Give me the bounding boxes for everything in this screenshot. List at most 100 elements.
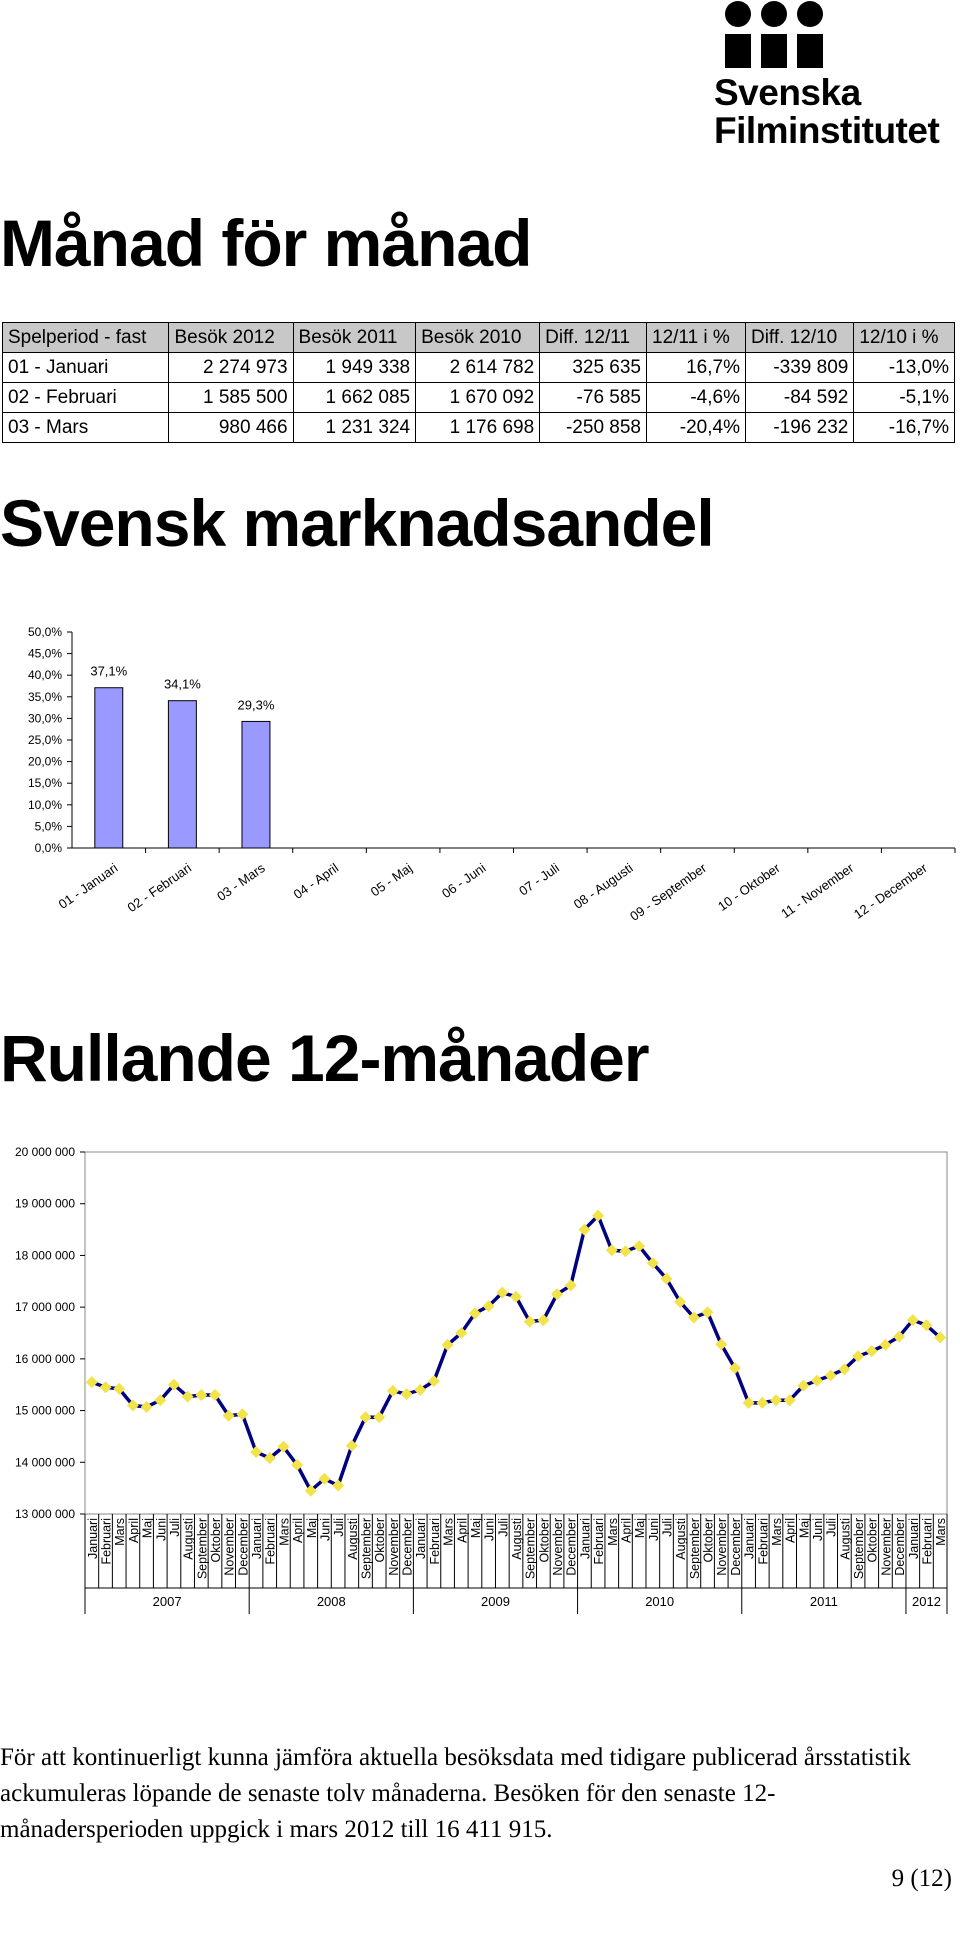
x-tick-label: Januari [250, 1518, 264, 1559]
x-tick-label: Juli [168, 1518, 182, 1537]
y-tick-label: 40,0% [28, 668, 62, 682]
table-cell: 1 176 698 [415, 412, 541, 443]
table-cell: 2 274 973 [168, 352, 294, 383]
table-cell: 1 670 092 [415, 382, 541, 413]
x-tick-label: April [291, 1518, 305, 1543]
marker [797, 1379, 810, 1392]
x-tick-label: Juli [661, 1518, 675, 1537]
x-tick-label: Mars [442, 1518, 456, 1546]
x-tick-label: Januari [743, 1518, 757, 1559]
marker [99, 1381, 112, 1394]
x-tick-label: April [784, 1518, 798, 1543]
marker [386, 1384, 399, 1397]
table-cell: 2 614 782 [415, 352, 541, 383]
x-tick-label: Januari [907, 1518, 921, 1559]
bar [167, 700, 197, 849]
table-cell: 1 585 500 [168, 382, 294, 413]
x-tick-label: Augusti [510, 1518, 524, 1560]
x-tick-label: November [715, 1518, 729, 1576]
bar [241, 720, 271, 849]
x-tick-label: Februari [592, 1518, 606, 1565]
y-tick-label: 20,0% [28, 755, 62, 769]
data-label: 34,1% [164, 677, 201, 692]
table-cell: Diff. 12/10 [744, 322, 855, 353]
y-tick-label: 35,0% [28, 690, 62, 704]
x-tick-label: Oktober [702, 1518, 716, 1562]
marker [523, 1315, 536, 1328]
marker [181, 1390, 194, 1403]
x-tick-label: 01 - Januari [56, 860, 121, 912]
paragraph: För att kontinuerligt kunna jämföra aktu… [0, 1744, 911, 1843]
marker [906, 1314, 919, 1327]
table-cell: Besök 2010 [415, 322, 541, 353]
marker [482, 1300, 495, 1313]
x-tick-label: Juli [496, 1518, 510, 1537]
table-cell: 980 466 [168, 412, 294, 443]
y-tick-label: 13 000 000 [15, 1507, 75, 1521]
table-cell: -339 809 [744, 352, 855, 383]
marker [592, 1209, 605, 1222]
x-tick-label: Mars [113, 1518, 127, 1546]
marker [551, 1288, 564, 1301]
marker [660, 1272, 673, 1285]
x-tick-label: December [401, 1518, 415, 1576]
table-cell: 12/11 i % [646, 322, 746, 353]
y-tick-label: 0,0% [35, 841, 63, 855]
x-tick-label: Augusti [182, 1518, 196, 1560]
table-cell: 325 635 [539, 352, 647, 383]
marker [605, 1244, 618, 1257]
marker [783, 1394, 796, 1407]
x-tick-label: Maj [797, 1518, 811, 1538]
bar [94, 687, 124, 849]
marker [687, 1311, 700, 1324]
section-title: Rullande 12-månader [0, 1021, 650, 1095]
y-tick-label: 50,0% [28, 625, 62, 639]
line [91, 1213, 942, 1493]
marker [701, 1306, 714, 1319]
x-tick-label: April [127, 1518, 141, 1543]
marker [838, 1363, 851, 1376]
marker [742, 1396, 755, 1409]
x-tick-label: Oktober [209, 1518, 223, 1562]
table-row: Spelperiod - fast Besök 2012 Besök 2011 Bes… [1, 322, 955, 353]
x-tick-label: Juli [332, 1518, 346, 1537]
x-tick-label: 03 - Mars [214, 860, 268, 904]
table-row: 01 - Januari 2 274 973 1 949 338 2 614 782 3… [1, 352, 955, 383]
table-cell: -13,0% [853, 352, 955, 383]
marker [345, 1439, 358, 1452]
year-label: 2011 [810, 1594, 838, 1609]
x-tick-label: November [879, 1518, 893, 1576]
logo: Svenska Filminstitutet [714, 0, 954, 151]
x-tick-label: Oktober [866, 1518, 880, 1562]
y-tick-label: 10,0% [28, 798, 62, 812]
marker [646, 1257, 659, 1270]
x-tick-label: September [688, 1518, 702, 1579]
marker [769, 1394, 782, 1407]
marker [208, 1389, 221, 1402]
x-tick-label: 07 - Juli [516, 860, 562, 898]
y-tick-label: 19 000 000 [15, 1197, 75, 1211]
data-label: 29,3% [238, 697, 275, 712]
x-tick-label: 06 - Juni [439, 860, 489, 901]
table-cell: 1 662 085 [292, 382, 417, 413]
y-tick-label: 16 000 000 [15, 1352, 75, 1366]
x-tick-label: 09 - September [627, 860, 710, 924]
marker [824, 1369, 837, 1382]
x-tick-label: September [359, 1518, 373, 1579]
y-tick-label: 18 000 000 [15, 1248, 75, 1262]
y-tick-label: 5,0% [35, 819, 63, 833]
x-tick-label: Januari [86, 1518, 100, 1559]
title: Månad för månad [0, 206, 532, 280]
x-tick-label: Juni [647, 1518, 661, 1541]
marker [920, 1319, 933, 1332]
x-tick-label: Mars [606, 1518, 620, 1546]
table-cell: -196 232 [744, 412, 855, 443]
x-tick-label: 10 - Oktober [715, 860, 783, 914]
logo-text: Svenska [714, 72, 861, 113]
x-tick-label: Augusti [838, 1518, 852, 1560]
x-tick-label: 02 - Februari [125, 860, 195, 915]
y-tick-label: 25,0% [28, 733, 62, 747]
marker [400, 1388, 413, 1401]
table-cell: -76 585 [539, 382, 647, 413]
marker [332, 1479, 345, 1492]
